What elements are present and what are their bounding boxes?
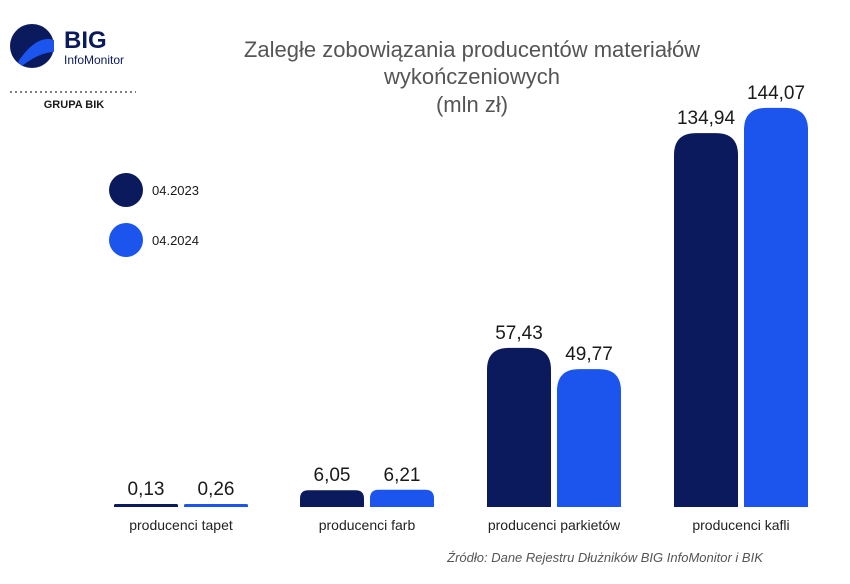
category-label: producenci tapet: [129, 517, 233, 533]
data-label: 134,94: [677, 108, 736, 129]
chart-title-line: Zaległe zobowiązania producentów materia…: [244, 37, 700, 62]
legend-swatch: [109, 223, 143, 257]
big-infomonitor-logo: BIG InfoMonitor GRUPA BIK: [10, 24, 136, 111]
data-label: 0,26: [198, 479, 235, 500]
data-label: 6,05: [314, 465, 351, 486]
bar: [184, 504, 248, 507]
data-label: 144,07: [747, 83, 805, 104]
data-label: 0,13: [128, 479, 165, 500]
legend-label: 04.2023: [152, 183, 199, 198]
logo-subtitle: InfoMonitor: [64, 53, 124, 67]
data-label: 49,77: [565, 344, 613, 365]
legend-label: 04.2024: [152, 233, 199, 248]
bar: [114, 504, 178, 507]
bar: [674, 133, 738, 507]
logo-brand: BIG: [64, 27, 107, 54]
bar: [487, 347, 551, 507]
bar: [370, 489, 434, 507]
chart-title-line: (mln zł): [436, 92, 508, 117]
category-label: producenci parkietów: [488, 517, 621, 533]
bar: [557, 369, 621, 507]
logo-group: GRUPA BIK: [44, 99, 105, 111]
chart-title-line: wykończeniowych: [383, 64, 560, 89]
bar: [744, 107, 808, 508]
bar: [300, 490, 364, 507]
data-label: 6,21: [384, 465, 421, 486]
category-label: producenci kafli: [692, 517, 789, 533]
data-label: 57,43: [495, 323, 543, 344]
category-label: producenci farb: [319, 517, 416, 533]
legend-swatch: [109, 173, 143, 207]
source-note: Źródło: Dane Rejestru Dłużników BIG Info…: [446, 550, 764, 565]
